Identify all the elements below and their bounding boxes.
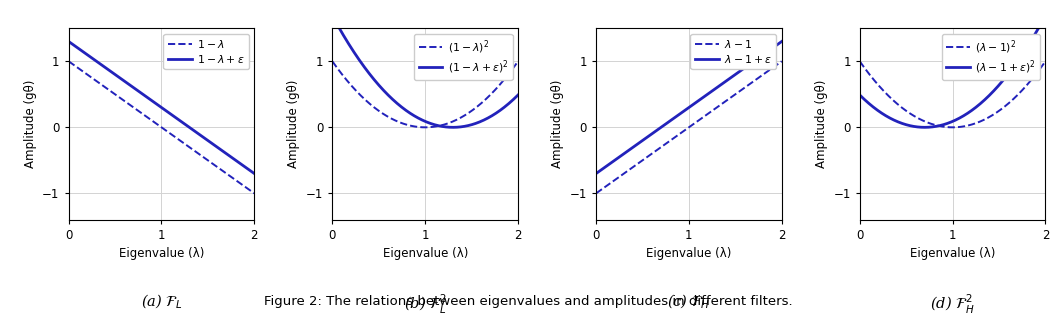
$(1-\lambda)^2$ <box>508 65 521 69</box>
$\lambda-1$ <box>589 192 602 195</box>
$(\lambda-1+\varepsilon)^2$ <box>964 109 977 113</box>
$1-\lambda$ <box>173 138 186 142</box>
$\lambda-1+\varepsilon$ <box>742 63 755 67</box>
$1-\lambda+\varepsilon$ <box>163 111 175 115</box>
Legend: $1-\lambda$, $1-\lambda+\varepsilon$: $1-\lambda$, $1-\lambda+\varepsilon$ <box>164 34 249 69</box>
$(1-\lambda)^2$ <box>427 125 439 129</box>
$1-\lambda$ <box>163 131 175 135</box>
X-axis label: Eigenvalue (λ): Eigenvalue (λ) <box>646 247 732 260</box>
Line: $\lambda-1$: $\lambda-1$ <box>596 61 781 193</box>
$(1-\lambda+\varepsilon)^2$ <box>508 97 521 101</box>
$(\lambda-1)^2$ <box>853 59 866 63</box>
$(\lambda-1+\varepsilon)^2$ <box>955 116 967 119</box>
$(1-\lambda)^2$ <box>414 125 427 129</box>
$(1-\lambda)^2$ <box>326 59 339 63</box>
Line: $(1-\lambda)^2$: $(1-\lambda)^2$ <box>333 61 518 127</box>
$(\lambda-1)^2$ <box>946 126 959 129</box>
Text: (d) $\mathcal{F}_H^2$: (d) $\mathcal{F}_H^2$ <box>930 293 975 314</box>
$1-\lambda+\varepsilon$ <box>214 148 227 152</box>
$(\lambda-1)^2$ <box>942 125 955 129</box>
Legend: $(\lambda-1)^2$, $(\lambda-1+\varepsilon)^2$: $(\lambda-1)^2$, $(\lambda-1+\varepsilon… <box>942 34 1040 80</box>
$(\lambda-1)^2$ <box>964 123 977 127</box>
$(\lambda-1+\varepsilon)^2$ <box>943 121 956 125</box>
$\lambda-1+\varepsilon$ <box>589 172 602 176</box>
$\lambda-1$ <box>775 59 788 63</box>
$1-\lambda+\varepsilon$ <box>244 169 257 172</box>
$(1-\lambda)^2$ <box>437 123 450 127</box>
Text: (b) $\mathcal{F}_L^2$: (b) $\mathcal{F}_L^2$ <box>404 293 447 314</box>
$\lambda-1+\varepsilon$ <box>691 100 703 104</box>
Line: $(1-\lambda+\varepsilon)^2$: $(1-\lambda+\varepsilon)^2$ <box>333 16 518 127</box>
$1-\lambda$ <box>214 168 227 171</box>
$(1-\lambda+\varepsilon)^2$ <box>478 118 491 122</box>
$(\lambda-1)^2$ <box>1035 65 1048 69</box>
$1-\lambda+\varepsilon$ <box>62 40 75 43</box>
$(\lambda-1+\varepsilon)^2$ <box>853 93 866 97</box>
$(\lambda-1)^2$ <box>943 125 956 129</box>
Y-axis label: Amplitude (gθ): Amplitude (gθ) <box>815 80 828 168</box>
$\lambda-1$ <box>691 120 703 124</box>
$1-\lambda$ <box>152 123 165 127</box>
Line: $(\lambda-1)^2$: $(\lambda-1)^2$ <box>860 61 1045 127</box>
$(1-\lambda+\varepsilon)^2$ <box>326 14 339 18</box>
Text: (c) $\mathcal{F}_H$: (c) $\mathcal{F}_H$ <box>667 293 711 311</box>
Text: (a) $\mathcal{F}_L$: (a) $\mathcal{F}_L$ <box>140 293 183 311</box>
$1-\lambda$ <box>151 122 164 126</box>
Line: $1-\lambda+\varepsilon$: $1-\lambda+\varepsilon$ <box>69 41 254 174</box>
Line: $\lambda-1+\varepsilon$: $\lambda-1+\varepsilon$ <box>596 41 781 174</box>
Line: $1-\lambda$: $1-\lambda$ <box>69 61 254 193</box>
$(\lambda-1+\varepsilon)^2$ <box>919 126 931 129</box>
$(1-\lambda+\varepsilon)^2$ <box>414 117 427 121</box>
$(\lambda-1+\varepsilon)^2$ <box>1006 67 1019 70</box>
X-axis label: Eigenvalue (λ): Eigenvalue (λ) <box>382 247 468 260</box>
$\lambda-1+\varepsilon$ <box>775 40 788 43</box>
$(1-\lambda+\varepsilon)^2$ <box>512 93 525 97</box>
$\lambda-1$ <box>700 113 713 116</box>
$1-\lambda+\varepsilon$ <box>151 102 164 106</box>
$1-\lambda$ <box>244 188 257 192</box>
Y-axis label: Amplitude (gθ): Amplitude (gθ) <box>23 80 37 168</box>
$(\lambda-1)^2$ <box>1039 59 1052 63</box>
$(1-\lambda+\varepsilon)^2$ <box>427 122 439 126</box>
$\lambda-1+\varepsilon$ <box>678 109 691 113</box>
$\lambda-1+\varepsilon$ <box>700 93 713 97</box>
Y-axis label: Amplitude (gθ): Amplitude (gθ) <box>551 80 564 168</box>
$(1-\lambda)^2$ <box>415 125 428 129</box>
$\lambda-1$ <box>678 129 691 133</box>
$\lambda-1$ <box>771 62 784 66</box>
$1-\lambda+\varepsilon$ <box>173 118 186 122</box>
$(\lambda-1)^2$ <box>955 125 967 129</box>
$(\lambda-1)^2$ <box>1006 98 1019 102</box>
Y-axis label: Amplitude (gθ): Amplitude (gθ) <box>287 80 300 168</box>
$(1-\lambda)^2$ <box>419 126 432 129</box>
Legend: $(1-\lambda)^2$, $(1-\lambda+\varepsilon)^2$: $(1-\lambda)^2$, $(1-\lambda+\varepsilon… <box>414 34 512 80</box>
$\lambda-1$ <box>742 83 755 87</box>
$1-\lambda+\varepsilon$ <box>152 103 165 107</box>
X-axis label: Eigenvalue (λ): Eigenvalue (λ) <box>910 247 995 260</box>
$(1-\lambda)^2$ <box>478 98 491 102</box>
$(1-\lambda+\varepsilon)^2$ <box>415 118 428 122</box>
X-axis label: Eigenvalue (λ): Eigenvalue (λ) <box>119 247 204 260</box>
$1-\lambda+\varepsilon$ <box>248 172 261 176</box>
Legend: $\lambda-1$, $\lambda-1+\varepsilon$: $\lambda-1$, $\lambda-1+\varepsilon$ <box>691 34 776 69</box>
$1-\lambda$ <box>62 59 75 63</box>
$(\lambda-1+\varepsilon)^2$ <box>942 121 955 125</box>
$(1-\lambda)^2$ <box>512 59 525 63</box>
$(1-\lambda+\varepsilon)^2$ <box>447 126 459 129</box>
$(\lambda-1+\varepsilon)^2$ <box>1035 21 1048 25</box>
Text: Figure 2: The relations between eigenvalues and amplitudes in different filters.: Figure 2: The relations between eigenval… <box>264 295 792 308</box>
$(\lambda-1+\varepsilon)^2$ <box>1039 14 1052 18</box>
$\lambda-1$ <box>679 128 692 132</box>
Line: $(\lambda-1+\varepsilon)^2$: $(\lambda-1+\varepsilon)^2$ <box>860 16 1045 127</box>
$(1-\lambda+\varepsilon)^2$ <box>436 125 449 128</box>
$\lambda-1+\varepsilon$ <box>771 43 784 46</box>
$1-\lambda$ <box>248 192 261 195</box>
$\lambda-1+\varepsilon$ <box>679 108 692 112</box>
